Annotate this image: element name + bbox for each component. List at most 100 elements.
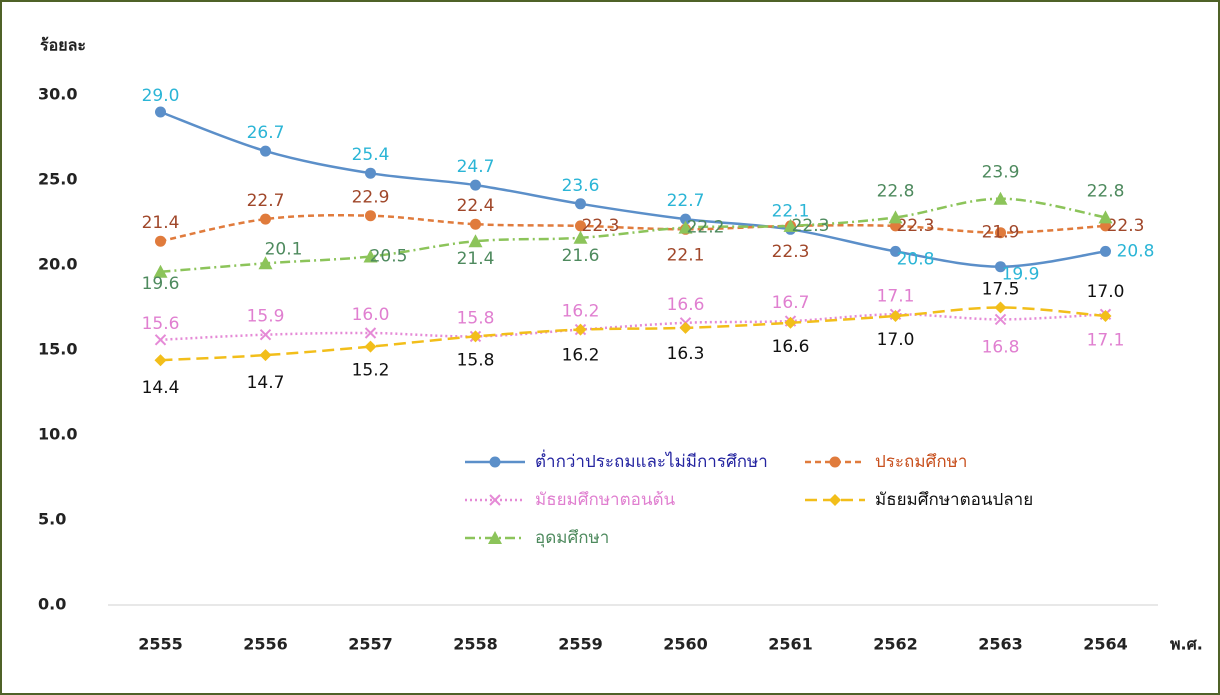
marker (468, 234, 483, 248)
data-label: 15.2 (352, 361, 390, 381)
data-label: 23.9 (982, 163, 1020, 183)
marker (995, 261, 1006, 273)
data-label: 21.4 (457, 249, 495, 269)
data-label: 17.1 (877, 286, 915, 306)
data-label: 21.4 (142, 213, 180, 233)
data-label: 22.9 (352, 188, 390, 208)
data-label: 20.1 (265, 239, 303, 259)
data-label: 24.7 (457, 157, 495, 177)
data-label: 25.4 (352, 145, 390, 165)
legend-label: ต่ำกว่าประถมและไม่มีการศึกษา (535, 449, 768, 472)
marker (154, 354, 167, 367)
x-tick-label: 2555 (138, 635, 183, 654)
x-tick-label: 2561 (768, 635, 813, 654)
data-label: 23.6 (562, 176, 600, 196)
marker (489, 456, 501, 468)
marker (994, 313, 1007, 326)
marker (363, 249, 378, 263)
data-label: 22.1 (772, 201, 810, 221)
data-label: 22.2 (687, 218, 725, 238)
legend-label: มัธยมศึกษาตอนต้น (535, 490, 675, 510)
data-label: 16.7 (772, 293, 810, 313)
data-label: 16.0 (352, 305, 390, 325)
marker (1100, 245, 1111, 257)
x-tick-label: 2560 (663, 635, 708, 654)
data-label: 15.8 (457, 308, 495, 328)
data-label: 22.7 (667, 191, 705, 211)
data-label: 15.9 (247, 307, 285, 327)
data-label: 14.4 (142, 378, 180, 398)
data-label: 21.9 (982, 223, 1020, 243)
marker (993, 191, 1008, 205)
data-label: 16.6 (772, 337, 810, 357)
marker (1098, 210, 1113, 224)
data-label: 16.2 (562, 302, 600, 322)
data-label: 15.6 (142, 314, 180, 334)
y-tick-label: 0.0 (38, 595, 66, 614)
marker (784, 316, 797, 329)
data-label: 16.3 (667, 344, 705, 364)
marker (260, 213, 271, 225)
data-label: 15.8 (457, 350, 495, 370)
marker (260, 145, 271, 157)
marker (364, 327, 377, 339)
data-label: 19.6 (142, 274, 180, 294)
legend-label: มัธยมศึกษาตอนปลาย (875, 490, 1033, 510)
series-line (160, 197, 1106, 274)
data-label: 20.8 (1117, 241, 1155, 261)
marker (889, 310, 902, 322)
legend-label: อุดมศึกษา (535, 528, 609, 548)
x-axis-label: พ.ศ. (1170, 635, 1203, 654)
data-label: 17.5 (982, 280, 1020, 300)
data-label: 22.8 (877, 181, 915, 201)
legend-label: ประถมศึกษา (875, 452, 967, 472)
y-axis-label: ร้อยละ (40, 36, 86, 55)
series-line (160, 110, 1106, 268)
marker (154, 334, 167, 346)
x-tick-label: 2562 (873, 635, 918, 654)
data-label: 22.7 (247, 191, 285, 211)
marker (365, 167, 376, 179)
marker (575, 220, 586, 232)
marker (888, 210, 903, 224)
data-label: 22.3 (582, 216, 620, 236)
marker (680, 213, 691, 225)
x-tick-label: 2564 (1083, 635, 1128, 654)
data-label: 17.0 (877, 330, 915, 350)
y-tick-label: 10.0 (38, 425, 77, 444)
y-tick-label: 5.0 (38, 510, 66, 529)
marker (890, 245, 901, 257)
data-label: 19.9 (1002, 265, 1040, 285)
marker (155, 106, 166, 118)
marker (829, 456, 841, 468)
series-line (160, 214, 1106, 243)
data-label: 17.1 (1087, 330, 1125, 350)
marker (829, 494, 841, 506)
marker (258, 256, 273, 270)
marker (995, 227, 1006, 239)
y-tick-label: 15.0 (38, 340, 77, 359)
series-line (160, 306, 1106, 362)
marker (470, 179, 481, 191)
data-label: 22.1 (667, 245, 705, 265)
data-label: 22.8 (1087, 181, 1125, 201)
marker (365, 210, 376, 222)
marker (364, 340, 377, 353)
y-tick-label: 20.0 (38, 255, 77, 274)
data-label: 29.0 (142, 86, 180, 106)
data-label: 22.3 (1107, 216, 1145, 236)
x-tick-label: 2558 (453, 635, 498, 654)
data-label: 22.3 (897, 216, 935, 236)
data-label: 26.7 (247, 123, 285, 143)
data-label: 21.6 (562, 246, 600, 266)
data-label: 17.0 (1087, 282, 1125, 302)
marker (574, 323, 587, 336)
data-label: 20.5 (370, 247, 408, 267)
x-tick-label: 2563 (978, 635, 1023, 654)
marker (469, 330, 482, 343)
marker (259, 349, 272, 362)
data-label: 16.6 (667, 295, 705, 315)
x-tick-label: 2557 (348, 635, 393, 654)
